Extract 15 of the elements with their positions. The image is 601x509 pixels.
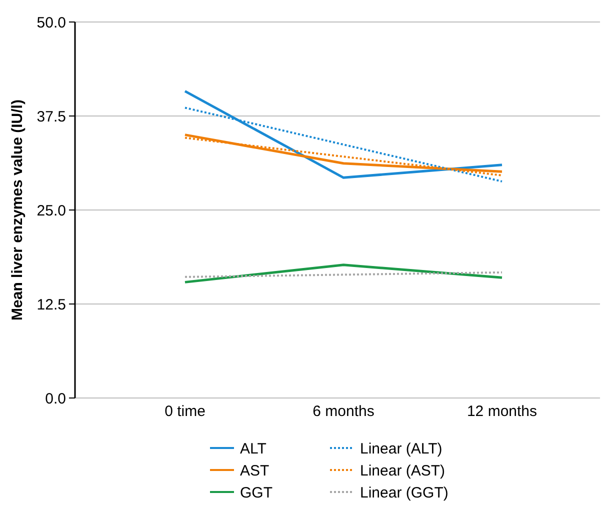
- y-tick-label: 50.0: [36, 14, 66, 32]
- y-axis-title: Mean liver enzymes value (IU/l): [9, 100, 26, 320]
- x-tick-label: 0 time: [164, 403, 206, 420]
- x-tick-label: 12 months: [466, 403, 538, 420]
- x-tick-label: 6 months: [312, 403, 374, 420]
- y-tick-label: 37.5: [36, 108, 66, 126]
- legend-label: Linear (GGT): [360, 484, 448, 502]
- y-tick-label: 0.0: [45, 390, 66, 408]
- y-tick-label: 25.0: [36, 202, 66, 220]
- legend-label: GGT: [240, 484, 272, 502]
- legend-label: Linear (ALT): [360, 440, 442, 458]
- legend-label: Linear (AST): [360, 462, 446, 480]
- legend-label: AST: [240, 462, 270, 480]
- y-tick-label: 12.5: [36, 296, 66, 314]
- legend-label: ALT: [240, 440, 266, 458]
